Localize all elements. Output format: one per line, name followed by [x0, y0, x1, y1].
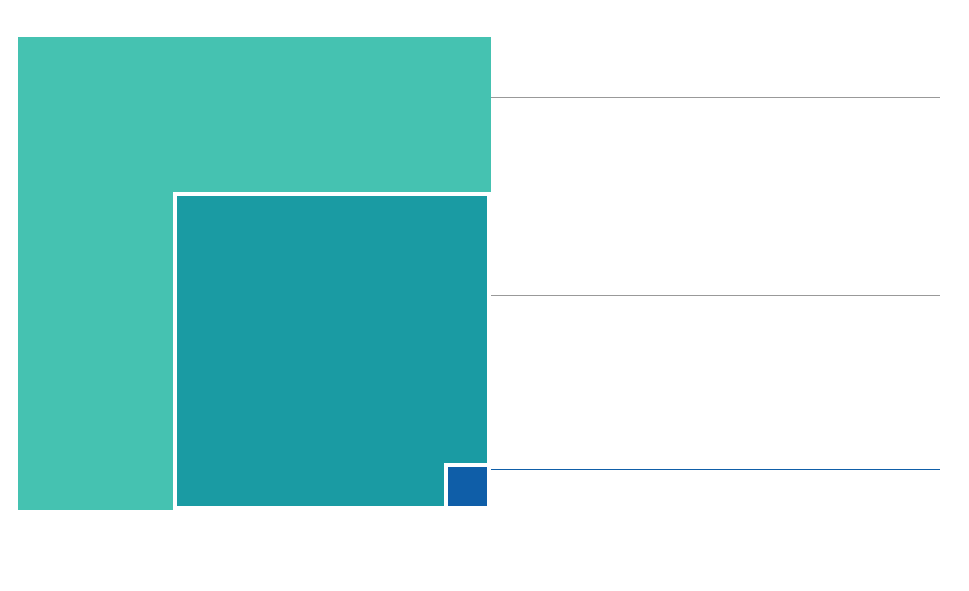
leader-line-2: [491, 295, 940, 296]
diagram-canvas: [0, 0, 969, 591]
small-square: [444, 463, 491, 510]
leader-line-3: [491, 469, 940, 470]
leader-line-1: [491, 97, 940, 98]
